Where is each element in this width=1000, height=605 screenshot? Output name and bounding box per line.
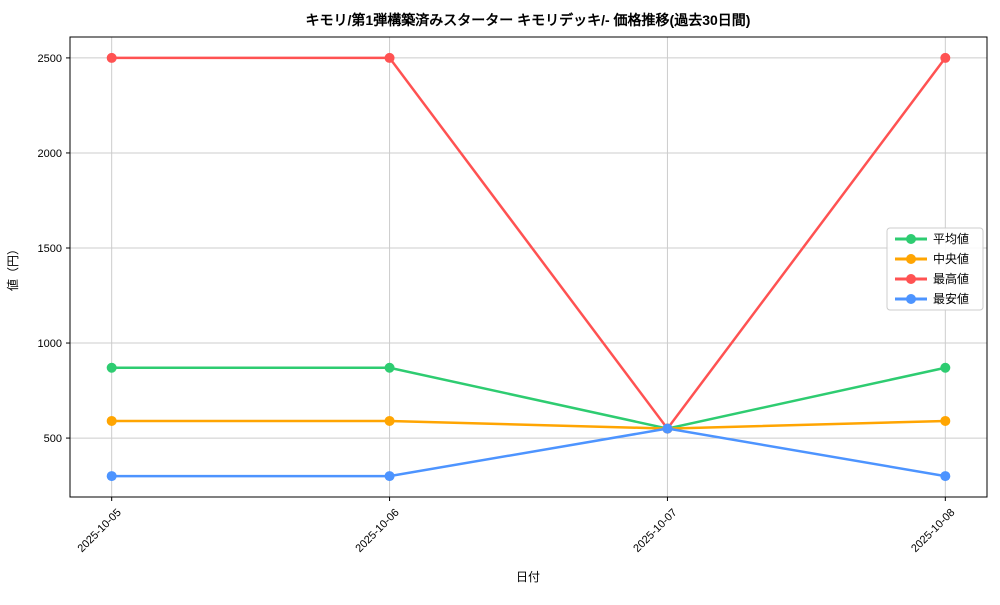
gridlines-layer (70, 37, 987, 497)
legend-label: 平均値 (933, 231, 969, 246)
x-tick-label: 2025-10-06 (353, 507, 401, 555)
legend-item: 最高値 (895, 271, 969, 286)
data-point (940, 362, 951, 373)
x-axis-label: 日付 (516, 570, 540, 584)
legend-label: 最安値 (933, 291, 969, 306)
y-tick-label: 1000 (38, 338, 62, 350)
series-line-1 (111, 419, 946, 430)
data-point (940, 415, 951, 426)
series-line-0 (111, 366, 946, 430)
legend-box (886, 227, 984, 311)
legend-item: 平均値 (895, 231, 969, 246)
plot-frame (69, 36, 988, 498)
x-tick-label: 2025-10-05 (76, 507, 124, 555)
y-axis-label: 値（円） (5, 243, 20, 291)
data-point (662, 423, 673, 434)
y-tick-label: 500 (44, 433, 62, 445)
data-point (106, 415, 117, 426)
legend-item: 最安値 (895, 291, 969, 306)
series-line-3 (111, 427, 946, 478)
data-point (384, 415, 395, 426)
data-point (384, 471, 395, 482)
legend-label: 中央値 (933, 251, 969, 266)
legend-swatch-marker (906, 234, 916, 244)
data-point (106, 362, 117, 373)
legend-item: 中央値 (895, 251, 969, 266)
data-point (106, 52, 117, 63)
y-tick-label: 2500 (38, 53, 62, 65)
series-line-2 (111, 56, 947, 431)
data-point (384, 52, 395, 63)
y-tick-label: 1500 (38, 243, 62, 255)
legend-swatch-marker (906, 254, 916, 264)
x-tick-label: 2025-10-08 (909, 507, 957, 555)
data-point (940, 471, 951, 482)
legend-label: 最高値 (933, 271, 969, 286)
data-point (384, 362, 395, 373)
chart-title: キモリ/第1弾構築済みスターター キモリデッキ/- 価格推移(過去30日間) (306, 12, 751, 28)
ticks-layer: 500 1000 1500 2000 2500 2025-10-05 2025-10-06 2… (38, 53, 958, 555)
x-tick-label: 2025-10-07 (631, 507, 679, 555)
series-layer (106, 52, 951, 482)
data-point (106, 471, 117, 482)
data-point (940, 52, 951, 63)
y-tick-label: 2000 (38, 148, 62, 160)
legend-swatch-marker (906, 274, 916, 284)
legend-swatch-marker (906, 294, 916, 304)
